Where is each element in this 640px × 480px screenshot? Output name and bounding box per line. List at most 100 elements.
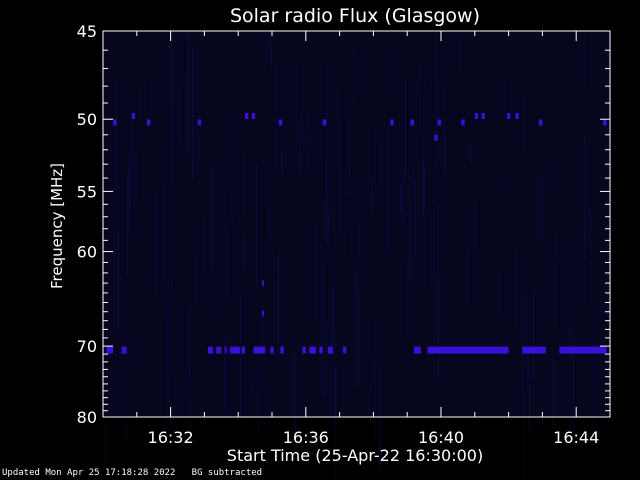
- noise-streak: [322, 263, 324, 399]
- noise-streak: [384, 39, 386, 99]
- noise-streak: [281, 152, 283, 182]
- noise-streak: [320, 273, 322, 386]
- noise-streak: [275, 67, 277, 170]
- noise-streak: [188, 43, 190, 74]
- noise-streak: [155, 187, 157, 299]
- noise-streak: [340, 183, 342, 249]
- updated-timestamp: Updated Mon Apr 25 17:18:28 2022: [2, 468, 176, 478]
- noise-streak: [103, 199, 105, 275]
- noise-streak: [212, 167, 214, 270]
- noise-streak: [189, 306, 191, 396]
- noise-streak: [337, 85, 339, 164]
- noise-streak: [338, 118, 340, 232]
- emission-burst: [461, 119, 465, 126]
- emission-burst: [197, 119, 201, 126]
- noise-streak: [164, 184, 166, 320]
- emission-burst: [319, 346, 323, 354]
- y-axis-label: Frequency [MHz]: [48, 163, 66, 289]
- x-axis-label: Start Time (25-Apr-22 16:30:00): [227, 446, 483, 465]
- noise-streak: [243, 153, 244, 212]
- noise-streak: [327, 206, 329, 236]
- noise-streak: [385, 227, 387, 263]
- noise-streak: [326, 57, 328, 194]
- emission-burst: [278, 119, 283, 126]
- noise-streak: [554, 263, 556, 327]
- noise-streak: [299, 117, 301, 175]
- noise-streak: [270, 40, 272, 68]
- noise-streak: [509, 173, 511, 204]
- noise-streak: [412, 163, 414, 195]
- noise-streak: [138, 86, 140, 119]
- noise-streak: [370, 357, 372, 388]
- noise-streak: [135, 154, 137, 202]
- emission-burst: [515, 113, 519, 119]
- noise-streak: [379, 373, 381, 470]
- noise-streak: [295, 62, 297, 145]
- noise-streak: [187, 32, 189, 153]
- noise-streak: [526, 289, 528, 392]
- emission-burst: [270, 346, 274, 354]
- noise-streak: [584, 31, 586, 90]
- y-tick-label: 50: [77, 110, 97, 129]
- noise-streak: [325, 161, 327, 247]
- noise-streak: [204, 213, 206, 272]
- noise-streak: [334, 332, 336, 424]
- noise-streak: [127, 173, 129, 276]
- emission-burst: [506, 113, 511, 119]
- noise-streak: [405, 80, 406, 183]
- x-tick-label: 16:40: [418, 428, 464, 447]
- noise-streak: [308, 108, 310, 175]
- noise-streak: [387, 133, 389, 251]
- noise-streak: [278, 274, 280, 362]
- noise-streak: [257, 345, 259, 437]
- noise-streak: [331, 286, 333, 348]
- noise-streak: [434, 33, 436, 56]
- noise-streak: [243, 233, 245, 270]
- noise-streak: [419, 60, 421, 130]
- emission-burst: [603, 119, 607, 126]
- noise-streak: [240, 296, 242, 420]
- emission-burst: [106, 346, 114, 354]
- y-tick-label: 45: [77, 22, 97, 41]
- noise-streak: [231, 195, 233, 227]
- noise-streak: [160, 144, 162, 177]
- noise-streak: [167, 283, 169, 406]
- emission-burst: [241, 346, 245, 354]
- noise-streak: [112, 138, 114, 233]
- chart-title: Solar radio Flux (Glasgow): [230, 5, 480, 27]
- emission-burst: [229, 346, 240, 354]
- noise-streak: [325, 321, 327, 396]
- noise-streak: [443, 85, 445, 173]
- noise-streak: [315, 221, 317, 322]
- emission-burst: [113, 119, 117, 126]
- noise-streak: [345, 174, 347, 196]
- noise-streak: [128, 152, 130, 215]
- noise-streak: [433, 166, 435, 277]
- emission-burst: [146, 119, 151, 126]
- noise-streak: [380, 145, 382, 184]
- emission-burst: [224, 346, 227, 354]
- noise-streak: [474, 201, 476, 249]
- noise-streak: [417, 65, 419, 96]
- noise-streak: [170, 281, 172, 373]
- noise-streak: [460, 36, 462, 72]
- noise-streak: [542, 174, 544, 241]
- noise-streak: [192, 48, 194, 181]
- noise-streak: [144, 80, 146, 119]
- emission-burst: [390, 119, 394, 126]
- noise-streak: [590, 241, 592, 302]
- emission-burst: [251, 113, 256, 119]
- noise-streak: [436, 57, 438, 138]
- noise-streak: [197, 136, 199, 160]
- emission-burst: [427, 346, 509, 354]
- emission-burst: [253, 346, 266, 354]
- noise-streak: [196, 258, 198, 307]
- emission-burst: [261, 280, 264, 287]
- noise-streak: [236, 112, 238, 223]
- emission-burst: [539, 119, 543, 126]
- noise-streak: [400, 259, 402, 339]
- emission-burst: [216, 346, 222, 354]
- noise-streak: [157, 202, 159, 274]
- noise-streak: [466, 252, 468, 305]
